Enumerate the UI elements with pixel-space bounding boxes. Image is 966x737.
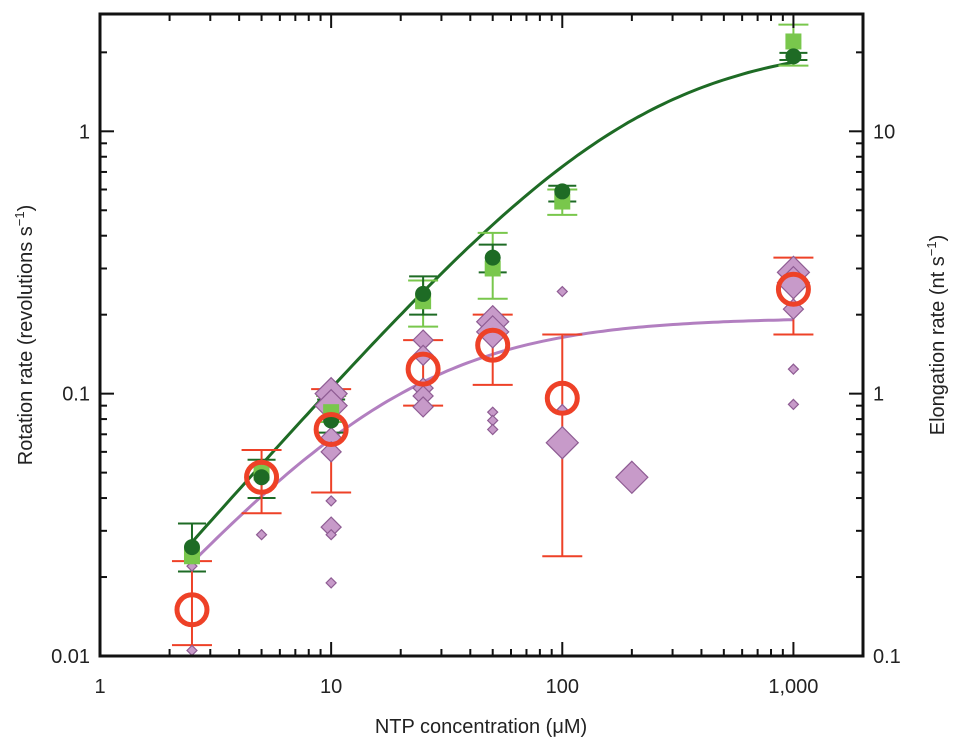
diamond-point <box>787 398 800 411</box>
diamond-point <box>545 425 580 460</box>
tick-labels: 1 10 100 1,000 0.01 0.1 1 0.1 1 10 <box>51 121 901 698</box>
diamond-point <box>186 644 198 657</box>
filled-circle-point <box>253 469 270 486</box>
diamond-point <box>325 577 337 589</box>
x-tick-label: 100 <box>546 676 579 698</box>
fit-curve <box>190 60 794 544</box>
open-circle-point <box>244 459 280 495</box>
open-circle-point <box>405 351 441 387</box>
diamond-point <box>486 423 499 436</box>
diamond-point <box>320 441 342 463</box>
diamond-point <box>615 460 649 495</box>
open-circle-point <box>475 327 511 363</box>
filled-circle-point <box>554 183 571 200</box>
open-circle-point <box>775 271 811 307</box>
diamond-point <box>412 396 434 418</box>
diamond-point <box>556 285 569 298</box>
y-tick-label-right: 1 <box>873 384 884 406</box>
data-markers <box>174 33 811 657</box>
filled-circle-point <box>484 249 501 266</box>
diamond-point <box>787 363 800 375</box>
filled-circle-point <box>785 48 802 65</box>
filled-circle-point <box>183 539 200 556</box>
square-point <box>785 33 802 50</box>
y-axis-title-right: Elongation rate (nt s−1) <box>924 235 949 436</box>
y-tick-label-right: 10 <box>873 121 895 143</box>
x-tick-label: 10 <box>320 676 342 698</box>
y-tick-label-right: 0.1 <box>873 646 901 668</box>
y-tick-label-left: 0.01 <box>51 646 90 668</box>
diamond-point <box>325 495 337 507</box>
y-tick-label-left: 1 <box>79 121 90 143</box>
x-tick-label: 1,000 <box>768 676 818 698</box>
x-axis-title: NTP concentration (μM) <box>375 716 587 737</box>
y-axis-title-left: Rotation rate (revolutions s−1) <box>12 205 37 466</box>
x-tick-label: 1 <box>94 676 105 698</box>
y-tick-label-left: 0.1 <box>62 384 90 406</box>
diamond-point <box>325 528 337 541</box>
diamond-point <box>255 528 268 541</box>
open-circle-point <box>313 412 349 448</box>
plot-frame <box>98 12 865 658</box>
open-circle-point <box>544 380 580 416</box>
filled-circle-point <box>415 285 432 302</box>
open-circle-point <box>174 592 210 628</box>
axis-ticks <box>99 14 864 657</box>
